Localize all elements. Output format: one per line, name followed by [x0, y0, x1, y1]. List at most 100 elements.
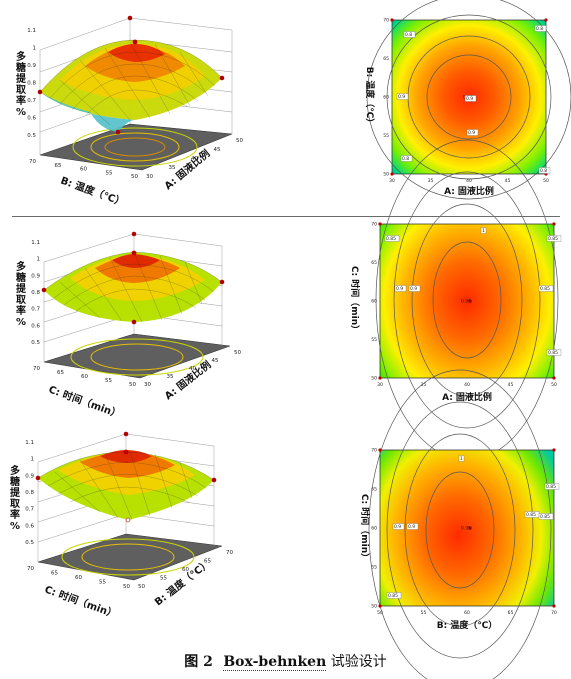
z-axis-label-char: 多 [16, 260, 26, 273]
design-point [127, 15, 133, 21]
surface-ticks: 0.5 0.6 0.7 0.8 0.9 1 1.1 30 35 40 45 50 70 65 60 55 50 [31, 240, 241, 388]
z-tick-label: 0.8 [31, 290, 40, 296]
surface-points [41, 231, 225, 325]
z-axis-label-char: 取 [16, 294, 27, 306]
x-tick-label: 65 [508, 610, 514, 616]
z-tick-label: 0.5 [31, 340, 40, 346]
x-tick-label: 65 [204, 559, 211, 565]
contour-value-label: 0.9 [396, 286, 403, 292]
contour-value-label: 0.9 [408, 524, 415, 530]
design-point [35, 475, 41, 481]
y-axis-label: B: 温度（℃） [59, 174, 127, 209]
z-axis-label-char: 率 [16, 304, 26, 317]
design-point-peak [131, 250, 137, 256]
z-axis-label-char: 糖 [10, 475, 20, 488]
x-tick-label: 55 [421, 610, 427, 616]
z-axis-label: 多糖提取率% [16, 260, 27, 328]
contour-label-box [458, 455, 465, 462]
center-point [468, 299, 472, 303]
contour-label-box [480, 227, 487, 234]
z-tick-label: 0.6 [27, 116, 36, 122]
z-tick-label: 1 [33, 46, 37, 52]
contour-value-label: 0.9 [410, 286, 417, 292]
contour-value-label: 0.9 [394, 524, 401, 530]
z-tick-label: 0.7 [31, 307, 40, 313]
y-tick-label: 65 [55, 163, 62, 169]
center-value-label: 0.95 [461, 299, 471, 305]
surface-ticks: 0.5 0.6 0.7 0.8 0.9 1 1.1 50 55 60 65 70 70 65 60 55 50 [25, 440, 233, 590]
y-tick-label: 55 [99, 580, 106, 586]
y-tick-label: 65 [57, 370, 64, 376]
panel-surface-ab: 0.50.60.70.80.911.130354045507065605550 … [16, 15, 243, 209]
section-divider [12, 216, 560, 217]
z-axis-label-char: 率 [16, 94, 26, 107]
z-tick-label: 0.7 [27, 98, 36, 104]
z-axis-label: 多糖提取率% [16, 50, 27, 118]
x-tick-label: 50 [138, 584, 145, 590]
design-point [390, 18, 394, 22]
contour-value-label: 0.8 [536, 26, 543, 32]
design-point [552, 448, 556, 452]
y-tick-label: 65 [371, 487, 377, 493]
center-value-label: 0.95 [461, 526, 471, 532]
surface-mesh [43, 251, 223, 323]
z-tick-label: 0.5 [25, 540, 34, 546]
figure-title-suffix: 试验设计 [326, 654, 387, 670]
z-tick-label: 0.5 [27, 133, 36, 139]
y-tick-label: 70 [371, 448, 377, 454]
panel-contour-ab: 0.950.80.80.90.80.80.90.9 30354045505055… [364, 0, 571, 200]
y-tick-label: 55 [383, 133, 389, 139]
surface-points [35, 431, 217, 523]
y-tick-label: 50 [371, 376, 377, 382]
panel-surface-ac: 0.50.60.70.80.911.130354045507065605550 … [16, 231, 241, 421]
y-tick-label: 60 [371, 526, 377, 532]
y-axis-label: C: 时间（min） [43, 583, 119, 621]
y-tick-label: 50 [129, 382, 136, 388]
x-tick-label: 45 [212, 358, 219, 364]
contour-label-box [546, 235, 562, 242]
x-tick-label: 50 [377, 610, 383, 616]
z-axis-label: 多糖提取率% [10, 464, 21, 532]
y-tick-label: 70 [33, 366, 40, 372]
y-tick-label: 50 [383, 172, 389, 178]
z-tick-label: 1 [37, 257, 41, 263]
x-tick-label: 35 [428, 178, 434, 184]
x-tick-label: 50 [236, 138, 243, 144]
x-tick-label: 70 [551, 610, 557, 616]
z-tick-label: 0.9 [25, 473, 34, 479]
z-axis-label-char: 取 [10, 498, 21, 510]
x-tick-label: 30 [144, 382, 151, 388]
x-tick-label: 40 [191, 156, 198, 162]
contour-labels: 0.950.80.80.90.80.80.90.9 [390, 18, 551, 176]
z-axis-label-char: 糖 [16, 271, 26, 284]
figure-title-name: Box-behnken [223, 654, 327, 671]
x-tick-label: 60 [182, 567, 189, 573]
design-point [378, 376, 382, 380]
design-point [378, 222, 382, 226]
x-tick-label: 50 [551, 382, 557, 388]
contour-label-box [396, 93, 409, 100]
x-tick-label: 30 [146, 174, 153, 180]
design-point [378, 448, 382, 452]
contour-label-box [464, 95, 477, 102]
surface-mesh [39, 39, 223, 132]
contour-lines [368, 369, 552, 679]
design-point [390, 172, 394, 176]
x-tick-label: 45 [508, 382, 514, 388]
panel-contour-bc: 0.950.850.9 0.90.85 0.850.851 50 55 60 65 7050… [359, 369, 560, 679]
x-tick-label: 45 [505, 178, 511, 184]
y-tick-label: 50 [123, 584, 130, 590]
x-tick-label: 50 [234, 350, 241, 356]
contour-label-box [538, 167, 551, 174]
contour-ticks: 30 35 40 45 50 50 55 60 65 70 [383, 18, 549, 185]
z-axis-label-char: % [10, 521, 20, 532]
design-point [131, 231, 137, 237]
design-point [544, 18, 548, 22]
contour-value-label: 1 [482, 228, 485, 234]
y-tick-label: 55 [371, 565, 377, 571]
z-tick-label: 0.6 [25, 523, 34, 529]
y-tick-label: 65 [383, 56, 389, 62]
contour-label-box [546, 349, 562, 356]
contour-labels: 0.95 0.85 0.9 0.9 0.85 0.85 0.85 1 [378, 448, 560, 608]
y-axis-label: C: 时间（min） [349, 266, 361, 334]
